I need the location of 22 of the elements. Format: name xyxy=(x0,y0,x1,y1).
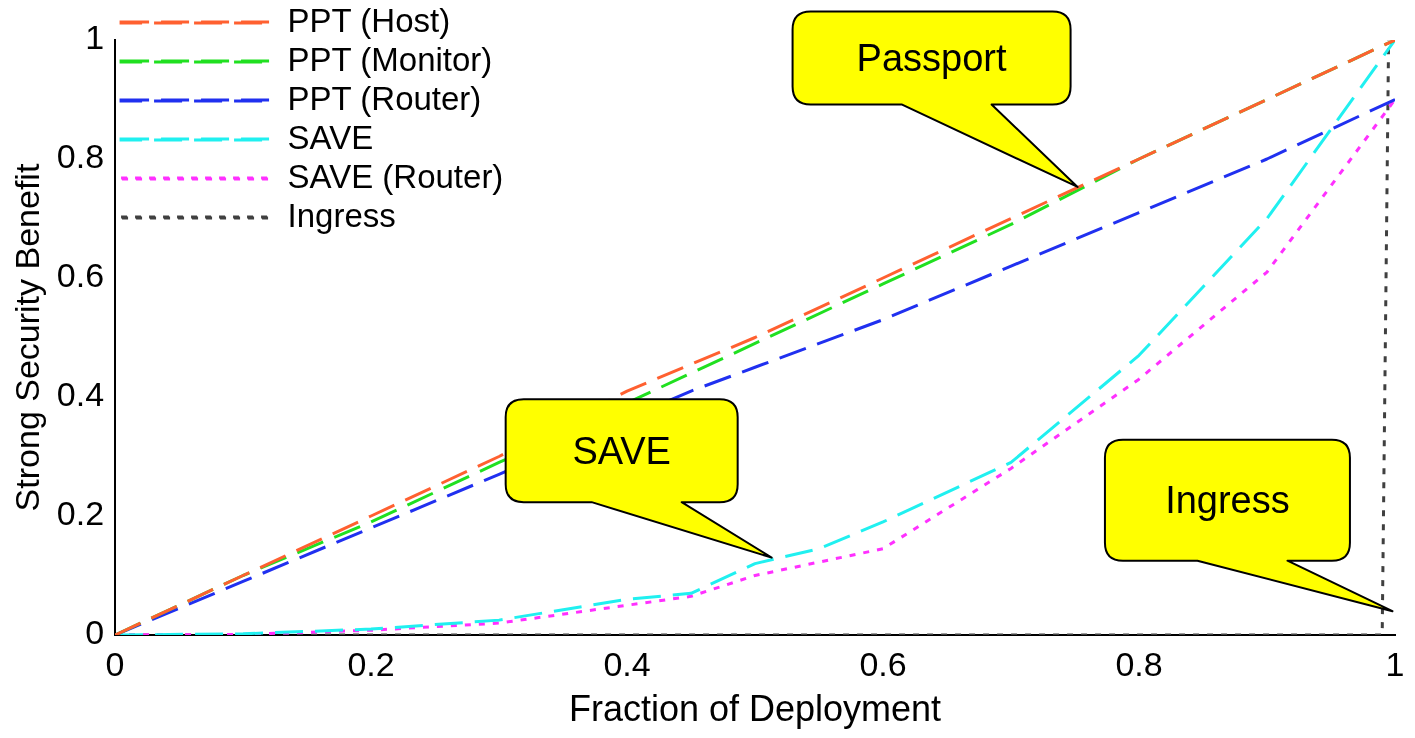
x-tick-label: 0.4 xyxy=(603,644,651,683)
x-tick-label: 0.6 xyxy=(859,644,907,683)
x-tick-label: 0.8 xyxy=(1115,644,1163,683)
y-tick-label: 0 xyxy=(85,613,105,652)
legend-label: SAVE (Router) xyxy=(287,157,504,195)
y-tick-label: 0.8 xyxy=(56,137,105,176)
annotation: Ingress xyxy=(1165,479,1290,522)
y-axis-title: Strong Security Benefit xyxy=(7,163,46,512)
x-tick-label: 1 xyxy=(1385,644,1405,683)
x-tick-label: 0.2 xyxy=(347,644,395,683)
y-tick-label: 0.2 xyxy=(56,494,105,533)
x-axis-title: Fraction of Deployment xyxy=(568,688,942,730)
legend-label: PPT (Monitor) xyxy=(287,40,493,78)
y-tick-label: 1 xyxy=(85,18,105,57)
legend-label: Ingress xyxy=(287,196,396,234)
annotation: SAVE xyxy=(572,429,671,472)
y-tick-label: 0.4 xyxy=(56,375,105,414)
legend-label: PPT (Router) xyxy=(287,79,482,117)
y-tick-label: 0.6 xyxy=(56,256,105,295)
annotation: Passport xyxy=(856,36,1007,79)
legend-label: SAVE xyxy=(287,118,374,156)
legend-label: PPT (Host) xyxy=(287,1,451,39)
